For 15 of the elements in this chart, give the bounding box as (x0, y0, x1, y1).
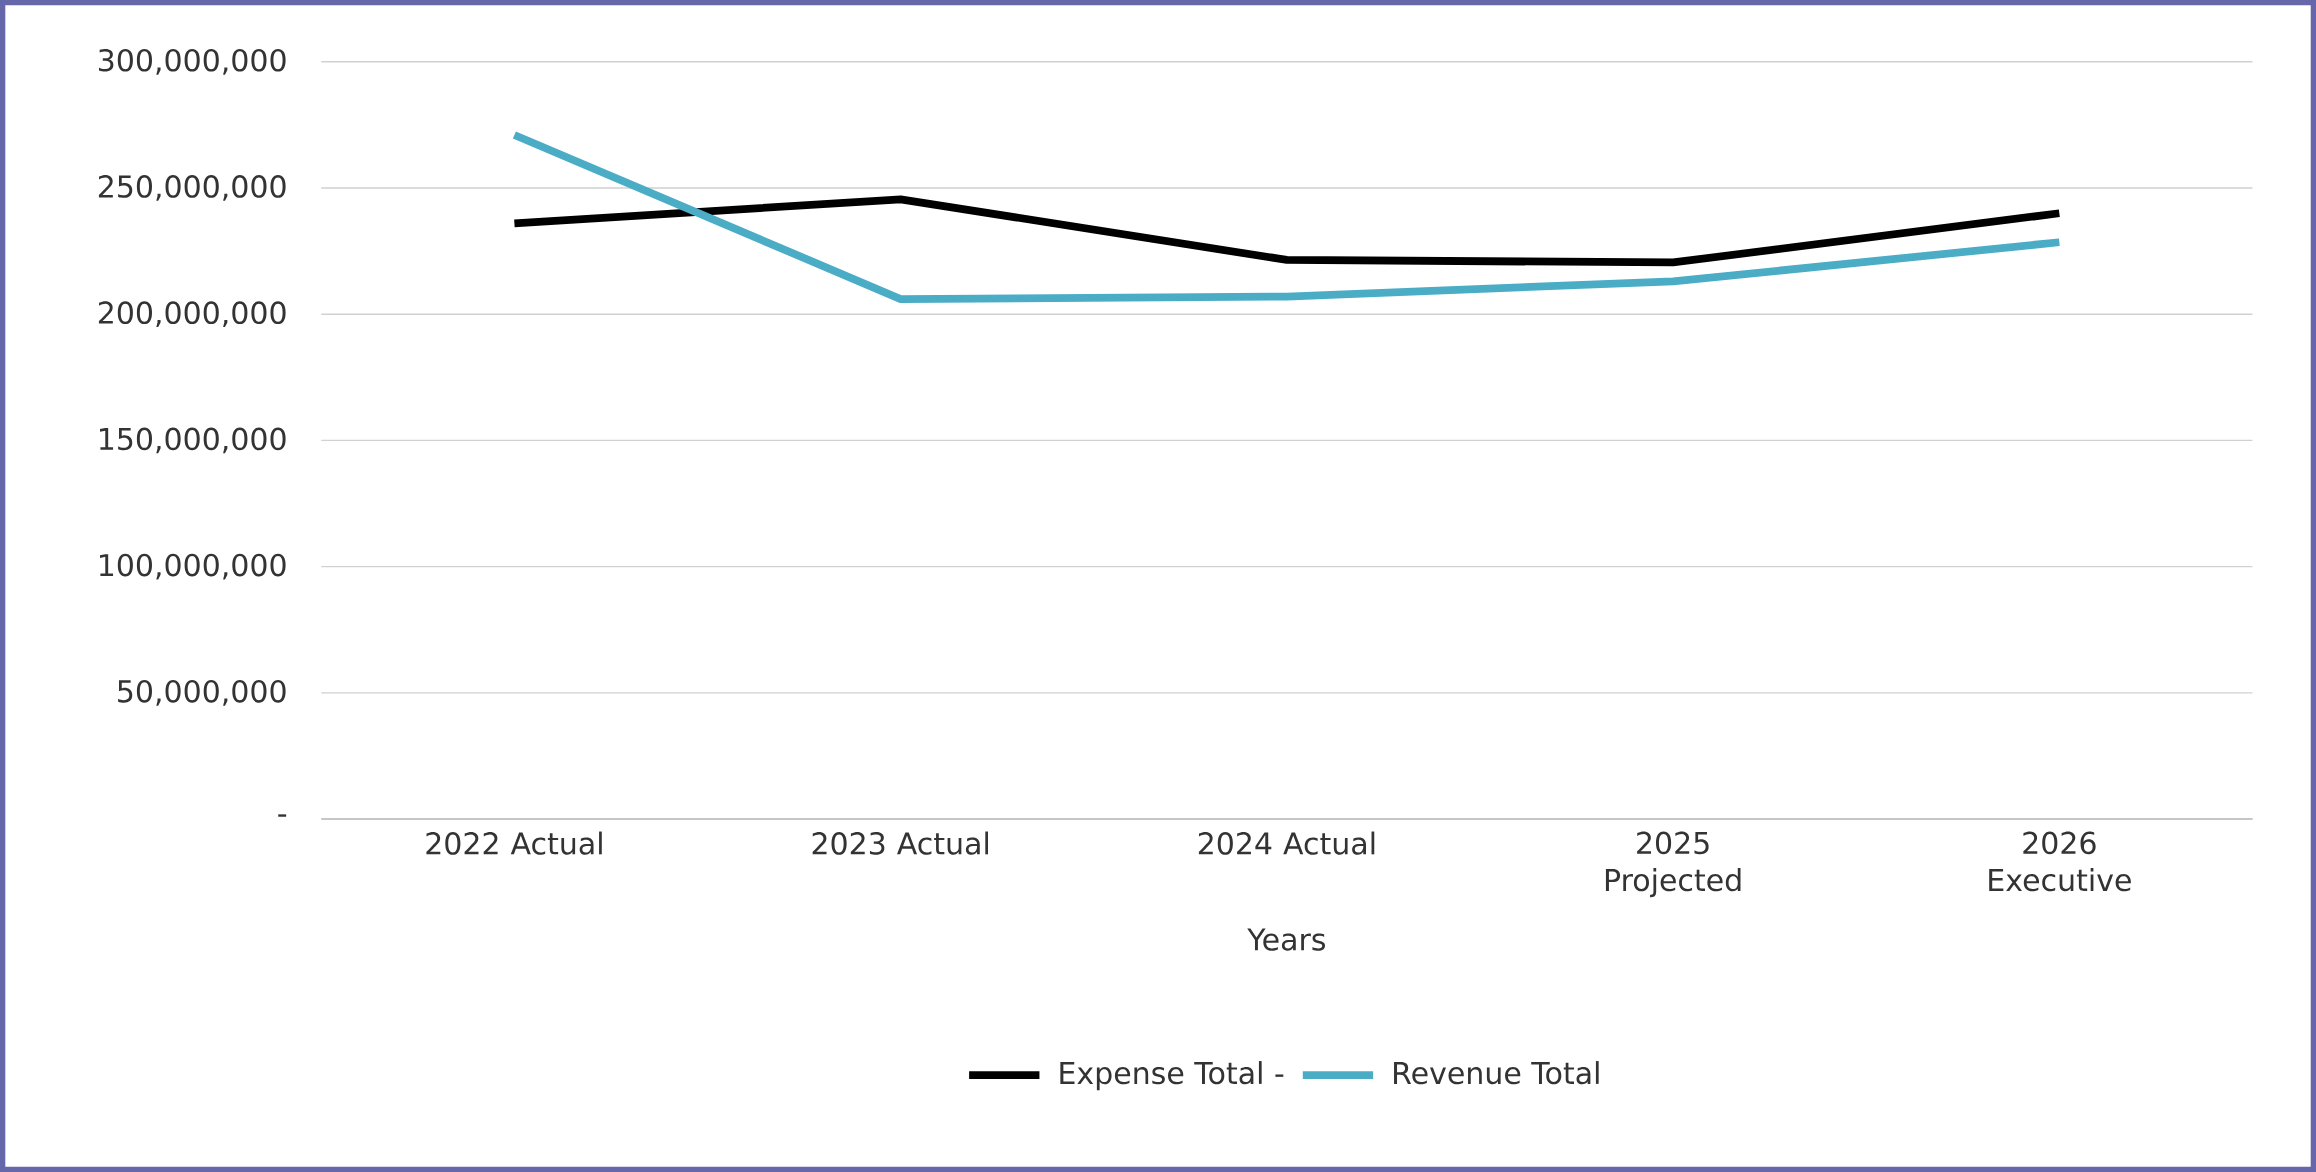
legend-label: Revenue Total (1394, 1061, 1599, 1085)
legend-label: Expense Total - (1060, 1061, 1284, 1091)
y-tick-label: - (278, 814, 287, 817)
y-tick-label: 100,000,000 (100, 553, 286, 580)
x-tick-label: 2024 Actual (1198, 831, 1375, 855)
x-tick-label: 2022 Actual (426, 831, 602, 855)
x-tick-label: 2026 Executive (1989, 831, 2131, 892)
y-tick-label: 150,000,000 (100, 427, 286, 454)
x-tick-label: 2023 Actual (812, 831, 989, 855)
y-tick-label: 200,000,000 (98, 301, 286, 328)
x-tick-label: 2025 Projected (1605, 831, 1741, 898)
y-tick-label: 250,000,000 (98, 175, 286, 201)
x-axis-title: Years (1247, 928, 1326, 951)
y-tick-label: 300,000,000 (98, 48, 286, 75)
y-tick-label: 50,000,000 (118, 679, 286, 706)
